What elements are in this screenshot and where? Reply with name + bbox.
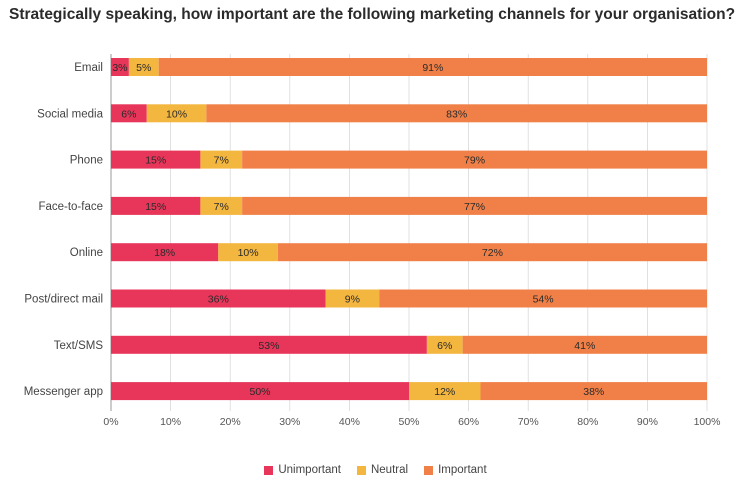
data-label: 91% xyxy=(422,62,443,74)
bar-segment-neutral xyxy=(218,243,278,262)
data-label: 18% xyxy=(154,247,175,259)
bar-segment-neutral xyxy=(409,382,481,401)
data-label: 54% xyxy=(533,294,554,306)
x-tick-label: 60% xyxy=(458,416,479,428)
data-label: 38% xyxy=(583,386,604,398)
chart-title: Strategically speaking, how important ar… xyxy=(9,6,736,23)
x-tick-label: 0% xyxy=(103,416,118,428)
data-label: 7% xyxy=(214,201,229,213)
bar-segment-unimportant xyxy=(111,196,201,215)
category-label: Messenger app xyxy=(24,386,103,398)
legend-item-important: Important xyxy=(424,464,487,476)
category-label: Post/direct mail xyxy=(24,294,103,306)
bar-segment-important xyxy=(206,104,708,123)
bar-segment-unimportant xyxy=(111,243,219,262)
bar-segment-important xyxy=(480,382,707,401)
legend-item-unimportant: Unimportant xyxy=(264,464,341,476)
data-label: 10% xyxy=(166,108,187,120)
data-label: 41% xyxy=(574,340,595,352)
x-tick-label: 40% xyxy=(339,416,360,428)
data-label: 9% xyxy=(345,294,360,306)
data-label: 12% xyxy=(434,386,455,398)
data-label: 72% xyxy=(482,247,503,259)
data-label: 79% xyxy=(464,155,485,167)
bar-segment-important xyxy=(242,196,707,215)
x-tick-label: 50% xyxy=(398,416,419,428)
bar-segment-unimportant xyxy=(111,335,427,354)
legend-item-neutral: Neutral xyxy=(356,464,409,476)
bar-segment-unimportant xyxy=(111,150,201,169)
stacked-bar-chart: 0% 10% 20% 30% 40% 50% 60% 70% 80% 90% 100% Email 3%… xyxy=(24,54,721,428)
bar-segment-neutral xyxy=(325,289,380,308)
bar-segment-important xyxy=(242,150,707,169)
category-label: Text/SMS xyxy=(54,340,104,352)
data-label: 3% xyxy=(112,62,127,74)
bar-segment-important xyxy=(158,58,707,76)
x-tick-label: 90% xyxy=(637,416,658,428)
category-label: Email xyxy=(74,62,103,74)
legend-label: Neutral xyxy=(370,464,409,476)
bar-segment-important xyxy=(379,289,707,308)
category-label: Face-to-face xyxy=(38,201,103,213)
bar-segment-neutral xyxy=(426,335,463,354)
data-label: 15% xyxy=(145,155,166,167)
data-label: 77% xyxy=(464,201,485,213)
bar-segment-unimportant xyxy=(111,104,147,123)
legend-label: Unimportant xyxy=(278,464,341,476)
legend-label: Important xyxy=(438,464,487,476)
legend-swatch xyxy=(264,465,274,475)
x-tick-label: 100% xyxy=(694,416,721,428)
data-label: 15% xyxy=(145,201,166,213)
x-tick-label: 70% xyxy=(518,416,539,428)
category-label: Social media xyxy=(37,108,103,120)
bar-segment-unimportant xyxy=(111,382,409,401)
legend: Unimportant Neutral Important xyxy=(0,464,751,476)
category-label: Online xyxy=(70,247,103,259)
data-label: 6% xyxy=(121,108,136,120)
data-label: 83% xyxy=(446,108,467,120)
x-tick-label: 20% xyxy=(220,416,241,428)
bar-segment-unimportant xyxy=(111,58,129,76)
data-label: 36% xyxy=(208,294,229,306)
data-label: 50% xyxy=(249,386,270,398)
bar-segment-neutral xyxy=(200,196,243,215)
bar-segment-unimportant xyxy=(111,289,326,308)
legend-swatch xyxy=(424,465,434,475)
bar-segment-neutral xyxy=(146,104,207,123)
bar-segment-neutral xyxy=(200,150,243,169)
x-tick-label: 10% xyxy=(160,416,181,428)
data-label: 53% xyxy=(258,340,279,352)
bar-segment-neutral xyxy=(128,58,159,76)
bar-segment-important xyxy=(462,335,707,354)
data-label: 7% xyxy=(214,155,229,167)
bar-segment-important xyxy=(277,243,707,262)
legend-swatch xyxy=(356,465,366,475)
category-label: Phone xyxy=(70,155,103,167)
data-label: 5% xyxy=(136,62,151,74)
data-label: 10% xyxy=(238,247,259,259)
data-label: 6% xyxy=(437,340,452,352)
x-tick-label: 30% xyxy=(279,416,300,428)
x-tick-label: 80% xyxy=(577,416,598,428)
